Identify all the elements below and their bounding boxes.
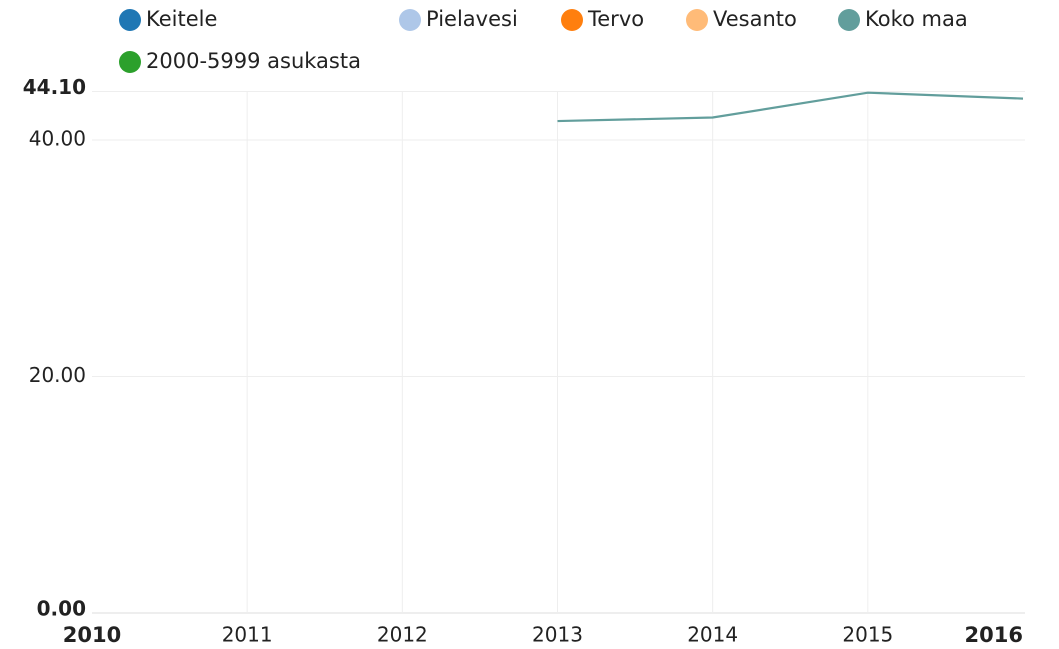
y-tick-label: 40.00 [29, 126, 86, 150]
legend-swatch [561, 9, 583, 31]
legend-swatch [686, 9, 708, 31]
legend-swatch [838, 9, 860, 31]
legend-label: Keitele [146, 7, 217, 31]
y-tick-label: 20.00 [29, 363, 86, 387]
x-tick-label: 2013 [532, 623, 583, 647]
x-tick-label: 2016 [965, 623, 1023, 647]
legend-label: 2000-5999 asukasta [146, 49, 361, 73]
series-line [557, 91, 1024, 123]
x-tick-label: 2011 [222, 623, 273, 647]
legend-label: Tervo [587, 7, 644, 31]
x-tick-label: 2015 [842, 623, 893, 647]
y-tick-label: 44.10 [23, 75, 86, 99]
x-tick-label: 2014 [687, 623, 738, 647]
y-tick-label: 0.00 [37, 597, 86, 621]
legend-swatch [399, 9, 421, 31]
x-tick-label: 2012 [377, 623, 428, 647]
legend-swatch [119, 51, 141, 73]
legend-label: Pielavesi [426, 7, 518, 31]
legend-label: Vesanto [713, 7, 797, 31]
legend-label: Koko maa [865, 7, 968, 31]
legend-swatch [119, 9, 141, 31]
x-tick-label: 2010 [63, 623, 121, 647]
